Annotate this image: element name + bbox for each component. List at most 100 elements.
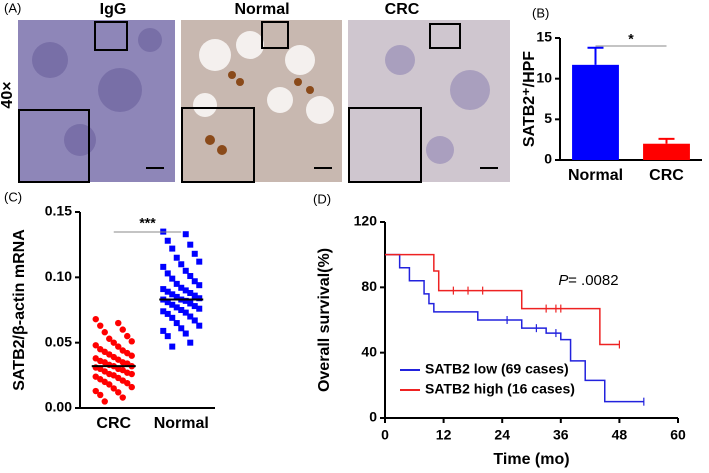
point	[169, 343, 176, 350]
magnification: 40×	[0, 81, 16, 108]
point	[191, 278, 198, 285]
micrographs	[18, 20, 510, 183]
x-tick-label: 48	[612, 427, 628, 443]
point	[182, 287, 189, 294]
p-symbol: P	[558, 272, 568, 289]
x-tick-label: Normal	[154, 415, 209, 432]
point	[182, 267, 189, 274]
point	[178, 325, 185, 332]
point	[169, 291, 176, 298]
point	[178, 261, 185, 268]
point	[119, 326, 126, 333]
y-tick-label: 0.15	[45, 203, 72, 219]
x-tick-label: 36	[553, 427, 569, 443]
y-tick-label: 0	[544, 151, 552, 167]
significance: ***	[139, 215, 156, 231]
point	[173, 280, 180, 287]
legend-label: SATB2 low (69 cases)	[425, 361, 569, 377]
point	[164, 288, 171, 295]
point	[196, 295, 203, 302]
point	[173, 254, 180, 261]
point	[97, 322, 104, 329]
y-tick-label: 80	[361, 278, 377, 294]
point	[187, 273, 194, 280]
y-tick-label: 0	[369, 409, 377, 425]
point	[119, 394, 126, 401]
point	[169, 245, 176, 252]
x-tick-label: 0	[381, 427, 389, 443]
point	[173, 304, 180, 311]
point	[169, 301, 176, 308]
texture	[205, 71, 314, 155]
point	[97, 391, 104, 399]
point	[115, 389, 122, 396]
point	[196, 282, 203, 289]
point	[178, 284, 185, 291]
point	[164, 237, 171, 244]
y-axis-label: SATB2⁺/HPF	[521, 51, 538, 147]
y-tick-label: 0.10	[45, 268, 72, 284]
bar	[643, 143, 690, 160]
point	[106, 335, 113, 342]
texture	[193, 31, 334, 124]
point	[191, 303, 198, 310]
point	[187, 241, 194, 248]
x-axis-label: Time (mo)	[493, 451, 569, 468]
point	[191, 317, 198, 324]
y-tick-label: 5	[544, 110, 552, 126]
point	[187, 339, 194, 346]
image-label: Normal	[234, 1, 289, 18]
y-axis-label: SATB2/β-actin mRNA	[11, 229, 28, 391]
point	[106, 381, 113, 388]
point	[124, 379, 131, 387]
point	[164, 310, 171, 317]
panel-label: (A)	[4, 0, 21, 15]
point	[182, 309, 189, 316]
x-tick-label: CRC	[649, 167, 684, 184]
x-tick-label: Normal	[568, 167, 623, 184]
point	[173, 320, 180, 327]
point	[160, 263, 167, 270]
x-tick-label: 60	[670, 427, 686, 443]
point	[128, 338, 135, 345]
legend-label: SATB2 high (16 cases)	[425, 381, 575, 397]
point	[115, 343, 122, 350]
point	[110, 339, 117, 346]
y-tick-label: 120	[354, 213, 378, 229]
point	[182, 297, 189, 304]
panel-label: (D)	[313, 191, 331, 206]
point	[128, 352, 135, 359]
inset-boxes	[18, 21, 461, 183]
point	[169, 275, 176, 282]
point	[92, 315, 99, 323]
panel-label: (C)	[4, 189, 22, 204]
point	[101, 329, 108, 336]
point	[128, 383, 135, 391]
x-tick-label: 12	[436, 427, 452, 443]
survival-curve	[385, 253, 620, 346]
point	[196, 258, 203, 265]
point	[169, 314, 176, 321]
y-tick-label: 10	[536, 69, 552, 85]
y-tick-label: 40	[361, 343, 377, 359]
point	[187, 290, 194, 297]
point	[160, 286, 167, 293]
point	[191, 292, 198, 299]
y-axis-label: Overall survival(%)	[316, 248, 333, 392]
image-label: IgG	[100, 1, 127, 18]
point	[196, 322, 203, 329]
survival-curve	[385, 253, 644, 403]
point	[92, 342, 99, 349]
point	[178, 307, 185, 313]
bar	[572, 64, 619, 160]
point	[182, 231, 189, 238]
point	[160, 308, 167, 315]
point	[182, 330, 189, 337]
x-tick-label: 24	[494, 427, 510, 443]
point	[160, 327, 167, 334]
point	[164, 299, 171, 306]
y-tick-label: 15	[536, 29, 552, 45]
point	[187, 313, 194, 320]
point	[110, 385, 117, 392]
point	[164, 270, 171, 277]
